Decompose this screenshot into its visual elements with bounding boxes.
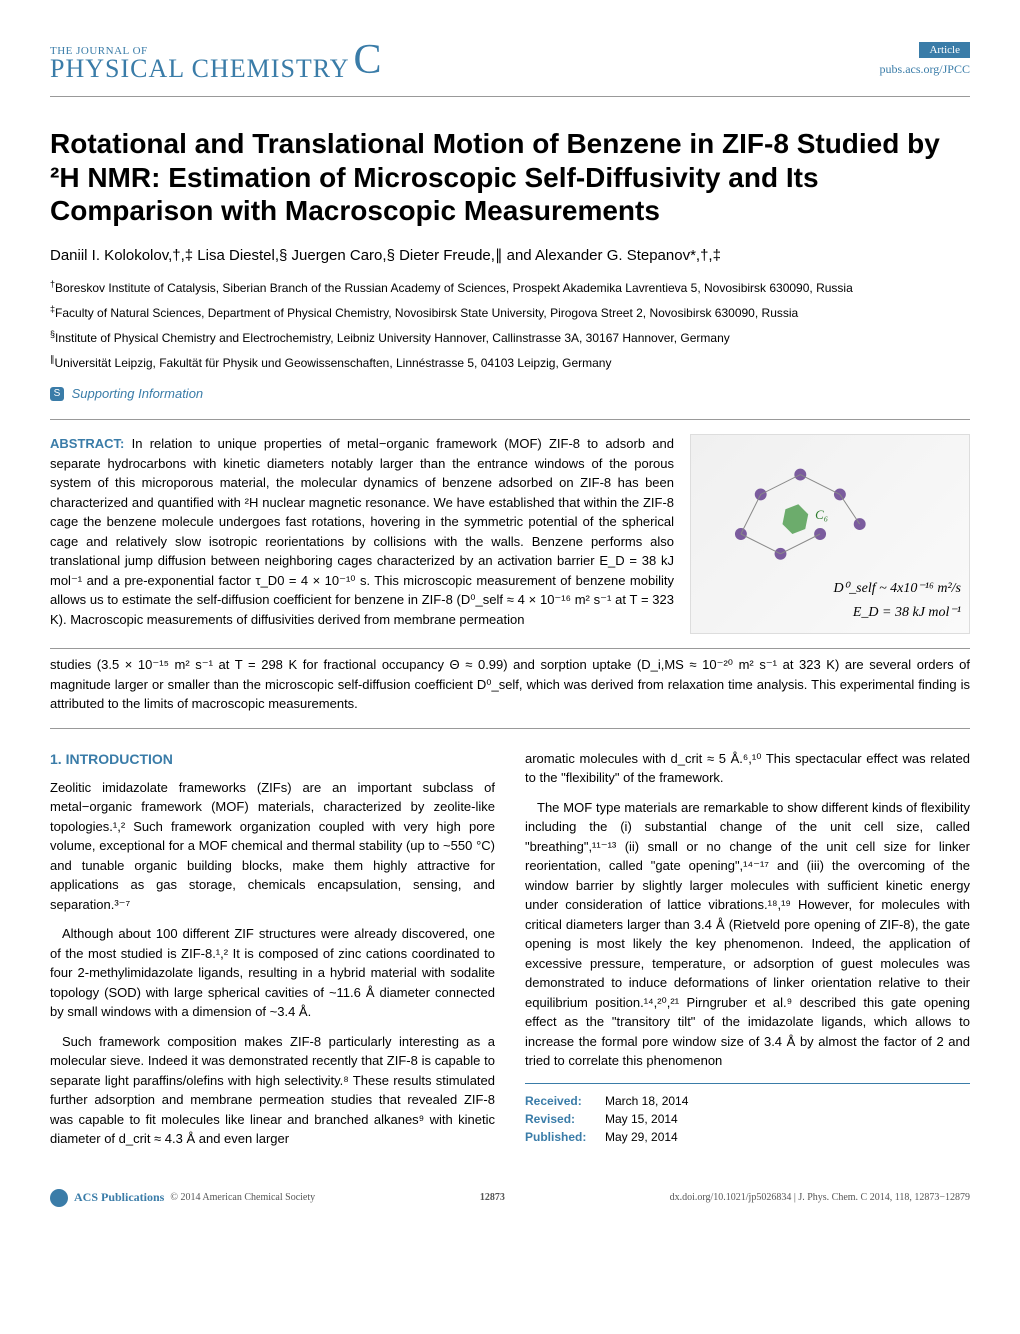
abstract-text-main: ABSTRACT: In relation to unique properti… [50, 434, 674, 629]
published-date: May 29, 2014 [605, 1128, 678, 1146]
acs-publications-logo: ACS Publications © 2014 American Chemica… [50, 1189, 315, 1207]
journal-logo: THE JOURNAL OF PHYSICAL CHEMISTRY C [50, 40, 381, 88]
activation-energy-label: E_D = 38 kJ mol⁻¹ [853, 604, 961, 621]
publication-dates: Received:March 18, 2014 Revised:May 15, … [525, 1083, 970, 1146]
intro-paragraph-5: The MOF type materials are remarkable to… [525, 798, 970, 1071]
intro-paragraph-4: aromatic molecules with d_crit ≈ 5 Å.⁶,¹… [525, 749, 970, 788]
abstract-text-wide: studies (3.5 × 10⁻¹⁵ m² s⁻¹ at T = 298 K… [50, 655, 970, 729]
acs-logo-icon [50, 1189, 68, 1207]
publisher-link[interactable]: pubs.acs.org/JPCC [880, 62, 970, 77]
journal-main-name: PHYSICAL CHEMISTRY [50, 54, 349, 83]
published-label: Published: [525, 1128, 605, 1146]
left-column: 1. INTRODUCTION Zeolitic imidazolate fra… [50, 749, 495, 1159]
revised-date: May 15, 2014 [605, 1110, 678, 1128]
logo-letter: C [353, 36, 381, 84]
acs-text: ACS Publications [74, 1190, 164, 1205]
affiliation-1: †Boreskov Institute of Catalysis, Siberi… [50, 278, 970, 297]
intro-paragraph-2: Although about 100 different ZIF structu… [50, 924, 495, 1022]
supporting-icon: S [50, 387, 64, 401]
abstract-label: ABSTRACT: [50, 436, 124, 451]
abstract-box: ABSTRACT: In relation to unique properti… [50, 419, 970, 649]
intro-paragraph-3: Such framework composition makes ZIF-8 p… [50, 1032, 495, 1149]
affiliation-2: ‡Faculty of Natural Sciences, Department… [50, 303, 970, 322]
header-rule [50, 96, 970, 97]
authors-line: Daniil I. Kolokolov,†,‡ Lisa Diestel,§ J… [50, 246, 970, 264]
revised-label: Revised: [525, 1110, 605, 1128]
section-introduction-head: 1. INTRODUCTION [50, 749, 495, 770]
affiliation-3: §Institute of Physical Chemistry and Ele… [50, 328, 970, 347]
received-label: Received: [525, 1092, 605, 1110]
article-badge: Article [919, 42, 970, 58]
affiliation-4: ∥Universität Leipzig, Fakultät für Physi… [50, 353, 970, 372]
doi-citation: dx.doi.org/10.1021/jp5026834 | J. Phys. … [670, 1192, 970, 1203]
received-date: March 18, 2014 [605, 1092, 688, 1110]
diffusion-coeff-label: D⁰_self ~ 4x10⁻¹⁶ m²/s [833, 580, 961, 597]
abstract-figure: C₆ D⁰_self ~ 4x10⁻¹⁶ m²/s E_D = 38 kJ mo… [690, 434, 970, 634]
page-number: 12873 [480, 1192, 505, 1203]
page-footer: ACS Publications © 2014 American Chemica… [50, 1189, 970, 1207]
c6-label: C₆ [815, 508, 828, 522]
right-column: aromatic molecules with d_crit ≈ 5 Å.⁶,¹… [525, 749, 970, 1159]
journal-header: THE JOURNAL OF PHYSICAL CHEMISTRY C Arti… [50, 40, 970, 88]
article-title: Rotational and Translational Motion of B… [50, 127, 970, 228]
supporting-text: Supporting Information [72, 386, 204, 401]
supporting-info[interactable]: S Supporting Information [50, 386, 970, 402]
copyright-text: © 2014 American Chemical Society [170, 1192, 315, 1203]
intro-paragraph-1: Zeolitic imidazolate frameworks (ZIFs) a… [50, 778, 495, 915]
